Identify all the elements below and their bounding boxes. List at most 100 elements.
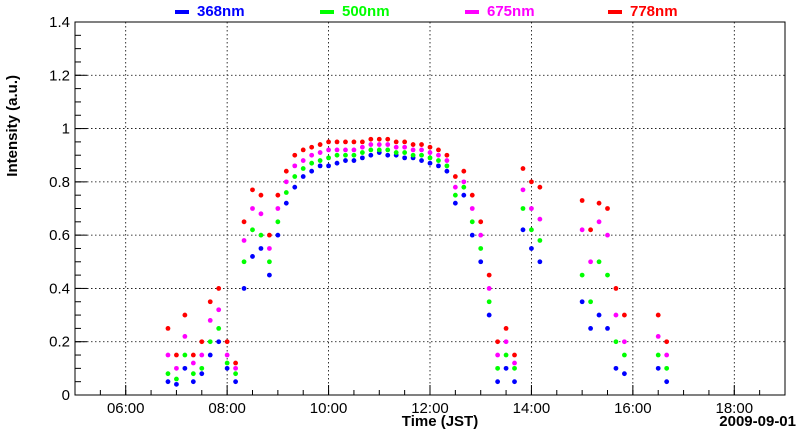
data-point [343, 139, 348, 145]
legend-label: 500nm [342, 3, 390, 20]
data-point [292, 184, 298, 190]
data-point [613, 365, 619, 371]
data-point [199, 365, 205, 371]
data-point [368, 147, 374, 153]
data-point [182, 352, 188, 358]
data-point [588, 299, 593, 305]
data-point [182, 312, 188, 318]
data-point [250, 227, 255, 233]
data-point [275, 219, 281, 225]
data-point [461, 179, 467, 185]
data-point [478, 219, 484, 225]
data-point [292, 163, 298, 169]
data-point [486, 312, 492, 318]
data-point [452, 174, 458, 179]
y-tick-label: 0.6 [49, 227, 70, 244]
data-point [469, 232, 475, 238]
data-point [376, 147, 382, 153]
data-point [267, 232, 272, 238]
data-point [275, 232, 281, 238]
data-point [351, 152, 357, 158]
data-point [655, 352, 661, 358]
data-point [461, 168, 467, 174]
data-point [419, 152, 424, 158]
data-point [233, 371, 238, 377]
data-point [537, 259, 543, 265]
data-point [300, 174, 306, 179]
data-point [283, 200, 289, 206]
data-point [317, 163, 323, 169]
series-500nm [165, 147, 670, 382]
data-point [258, 232, 264, 238]
data-point [351, 147, 357, 153]
data-point [393, 144, 399, 150]
data-point [250, 187, 255, 193]
data-point [495, 379, 501, 385]
date-label: 2009-09-01 [719, 413, 796, 430]
data-point [275, 206, 281, 211]
data-point [292, 174, 298, 179]
data-point [216, 286, 222, 291]
data-point [520, 166, 526, 171]
data-point [529, 227, 534, 233]
data-point [351, 158, 357, 163]
data-point [452, 184, 458, 190]
data-point [343, 158, 348, 163]
data-point [207, 339, 213, 345]
data-point [326, 139, 331, 145]
data-point [503, 325, 509, 331]
data-point [605, 325, 610, 331]
data-point [207, 352, 213, 358]
data-point [596, 259, 602, 265]
data-point [385, 147, 391, 153]
data-point [359, 150, 365, 155]
data-point [174, 365, 179, 371]
data-point [283, 179, 289, 185]
data-point [495, 365, 501, 371]
data-point [622, 339, 627, 345]
data-point [529, 179, 534, 185]
x-tick-label: 12:00 [411, 400, 449, 417]
data-point [461, 184, 467, 190]
data-point [241, 238, 247, 243]
data-point [233, 365, 238, 371]
data-point [655, 333, 661, 339]
data-point [664, 379, 670, 385]
data-point [233, 360, 238, 366]
data-point [512, 379, 517, 385]
data-point [537, 184, 543, 190]
data-point [444, 163, 450, 169]
data-point [207, 318, 213, 323]
y-tick-label: 1.2 [49, 67, 70, 84]
x-axis-title: Time (JST) [402, 413, 478, 430]
data-point [216, 339, 222, 345]
data-point [190, 352, 196, 358]
data-point [165, 379, 171, 385]
data-point [359, 144, 365, 150]
data-point [436, 163, 441, 169]
data-point [216, 307, 222, 313]
legend-swatch [608, 10, 622, 14]
data-point [664, 339, 670, 345]
data-point [165, 325, 171, 331]
data-point [622, 312, 627, 318]
data-point [267, 246, 272, 251]
data-point [410, 142, 416, 147]
data-point [537, 216, 543, 222]
y-tick-label: 1.4 [49, 14, 70, 31]
data-point [283, 168, 289, 174]
data-point [309, 160, 315, 166]
data-point [174, 381, 179, 387]
data-point [427, 144, 433, 150]
data-point [359, 155, 365, 161]
legend-label: 675nm [487, 3, 535, 20]
data-point [436, 152, 441, 158]
data-point [174, 376, 179, 382]
data-point [241, 286, 247, 291]
data-point [317, 142, 323, 147]
data-point [224, 352, 230, 358]
x-tick-label: 16:00 [614, 400, 652, 417]
data-point [579, 299, 585, 305]
data-point [537, 238, 543, 243]
data-point [444, 158, 450, 163]
